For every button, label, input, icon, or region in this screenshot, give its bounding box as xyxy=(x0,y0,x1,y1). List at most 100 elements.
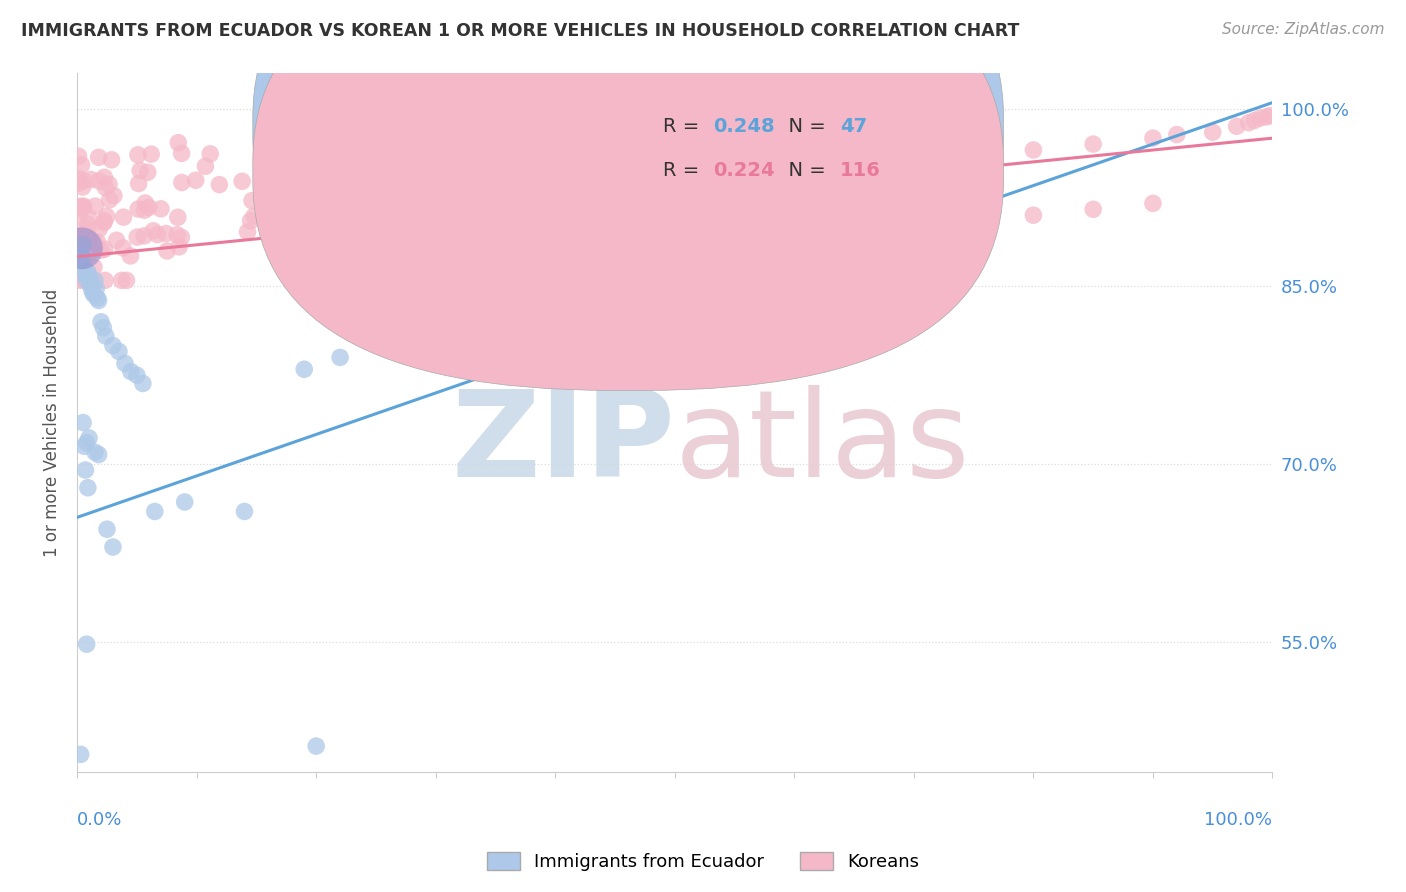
Point xyxy=(93,214,115,228)
Point xyxy=(664,172,686,186)
Point xyxy=(141,147,163,161)
Point xyxy=(67,228,90,243)
Point xyxy=(72,200,94,214)
Point xyxy=(70,158,93,172)
Point xyxy=(842,154,865,169)
Text: 100.0%: 100.0% xyxy=(1205,811,1272,829)
Point xyxy=(87,293,110,308)
Point xyxy=(73,261,96,276)
Point xyxy=(1250,111,1272,125)
Text: 0.224: 0.224 xyxy=(713,161,775,180)
Point xyxy=(544,178,567,193)
Point xyxy=(98,193,121,207)
Point xyxy=(807,351,830,365)
Point xyxy=(1142,131,1164,145)
Point xyxy=(75,463,97,477)
Text: atlas: atlas xyxy=(675,385,970,502)
Point xyxy=(70,247,93,261)
Point xyxy=(243,209,266,223)
Point xyxy=(167,240,190,254)
Text: N =: N = xyxy=(776,118,832,136)
Point xyxy=(170,146,193,161)
Point xyxy=(72,231,94,245)
Point xyxy=(146,227,169,242)
Point xyxy=(84,282,107,296)
Point xyxy=(136,165,159,179)
Point xyxy=(236,225,259,239)
Point xyxy=(170,176,193,190)
Point xyxy=(1243,113,1265,128)
Point xyxy=(114,356,136,370)
Point xyxy=(364,196,387,211)
Point xyxy=(96,210,118,224)
Point xyxy=(484,186,506,201)
Point xyxy=(90,315,112,329)
Point xyxy=(82,285,104,300)
FancyBboxPatch shape xyxy=(253,0,1004,391)
Point xyxy=(67,211,90,225)
Point xyxy=(101,338,124,352)
Point xyxy=(155,227,177,241)
Text: 0.0%: 0.0% xyxy=(77,811,122,829)
Point xyxy=(1202,125,1225,139)
Point xyxy=(120,365,142,379)
Point xyxy=(83,235,105,250)
Point xyxy=(156,244,179,258)
FancyBboxPatch shape xyxy=(591,87,837,217)
Point xyxy=(240,194,263,208)
Point xyxy=(112,210,135,224)
Point xyxy=(167,136,190,150)
Point xyxy=(184,173,207,187)
Text: 47: 47 xyxy=(839,118,868,136)
Point xyxy=(1083,137,1105,152)
Point xyxy=(1258,109,1281,123)
Point xyxy=(84,445,107,459)
Point xyxy=(723,167,745,181)
Point xyxy=(84,273,107,287)
Point xyxy=(89,222,111,236)
Point xyxy=(1226,120,1249,134)
Point xyxy=(76,435,98,450)
Point xyxy=(77,210,100,224)
Point xyxy=(125,368,148,383)
Point xyxy=(449,196,471,211)
Point xyxy=(1256,110,1278,124)
Point xyxy=(87,448,110,462)
Point xyxy=(138,201,160,215)
Point xyxy=(83,260,105,274)
Text: 116: 116 xyxy=(839,161,880,180)
Point xyxy=(90,244,112,258)
Point xyxy=(76,265,98,279)
Point xyxy=(143,504,166,518)
Point xyxy=(94,273,117,287)
Point xyxy=(1142,196,1164,211)
Point xyxy=(69,273,91,287)
Point xyxy=(72,174,94,188)
Point xyxy=(70,273,93,287)
Point xyxy=(233,504,256,518)
Point xyxy=(80,282,103,296)
Point xyxy=(67,149,90,163)
Text: R =: R = xyxy=(662,161,706,180)
Point xyxy=(120,249,142,263)
Point xyxy=(200,146,222,161)
Point xyxy=(134,196,156,211)
Point xyxy=(73,227,96,241)
Point xyxy=(688,362,710,376)
Point xyxy=(84,199,107,213)
Point xyxy=(134,203,156,218)
Point xyxy=(76,481,98,495)
Point xyxy=(93,242,115,256)
Point xyxy=(100,153,122,167)
Point xyxy=(170,230,193,244)
Point xyxy=(93,170,115,185)
Point xyxy=(1166,128,1188,142)
Point xyxy=(305,739,328,753)
Point xyxy=(112,241,135,255)
Point xyxy=(73,439,96,453)
Point xyxy=(127,202,149,216)
Point xyxy=(80,273,103,287)
Point xyxy=(94,329,117,343)
Point xyxy=(1022,143,1045,157)
Point xyxy=(76,217,98,231)
